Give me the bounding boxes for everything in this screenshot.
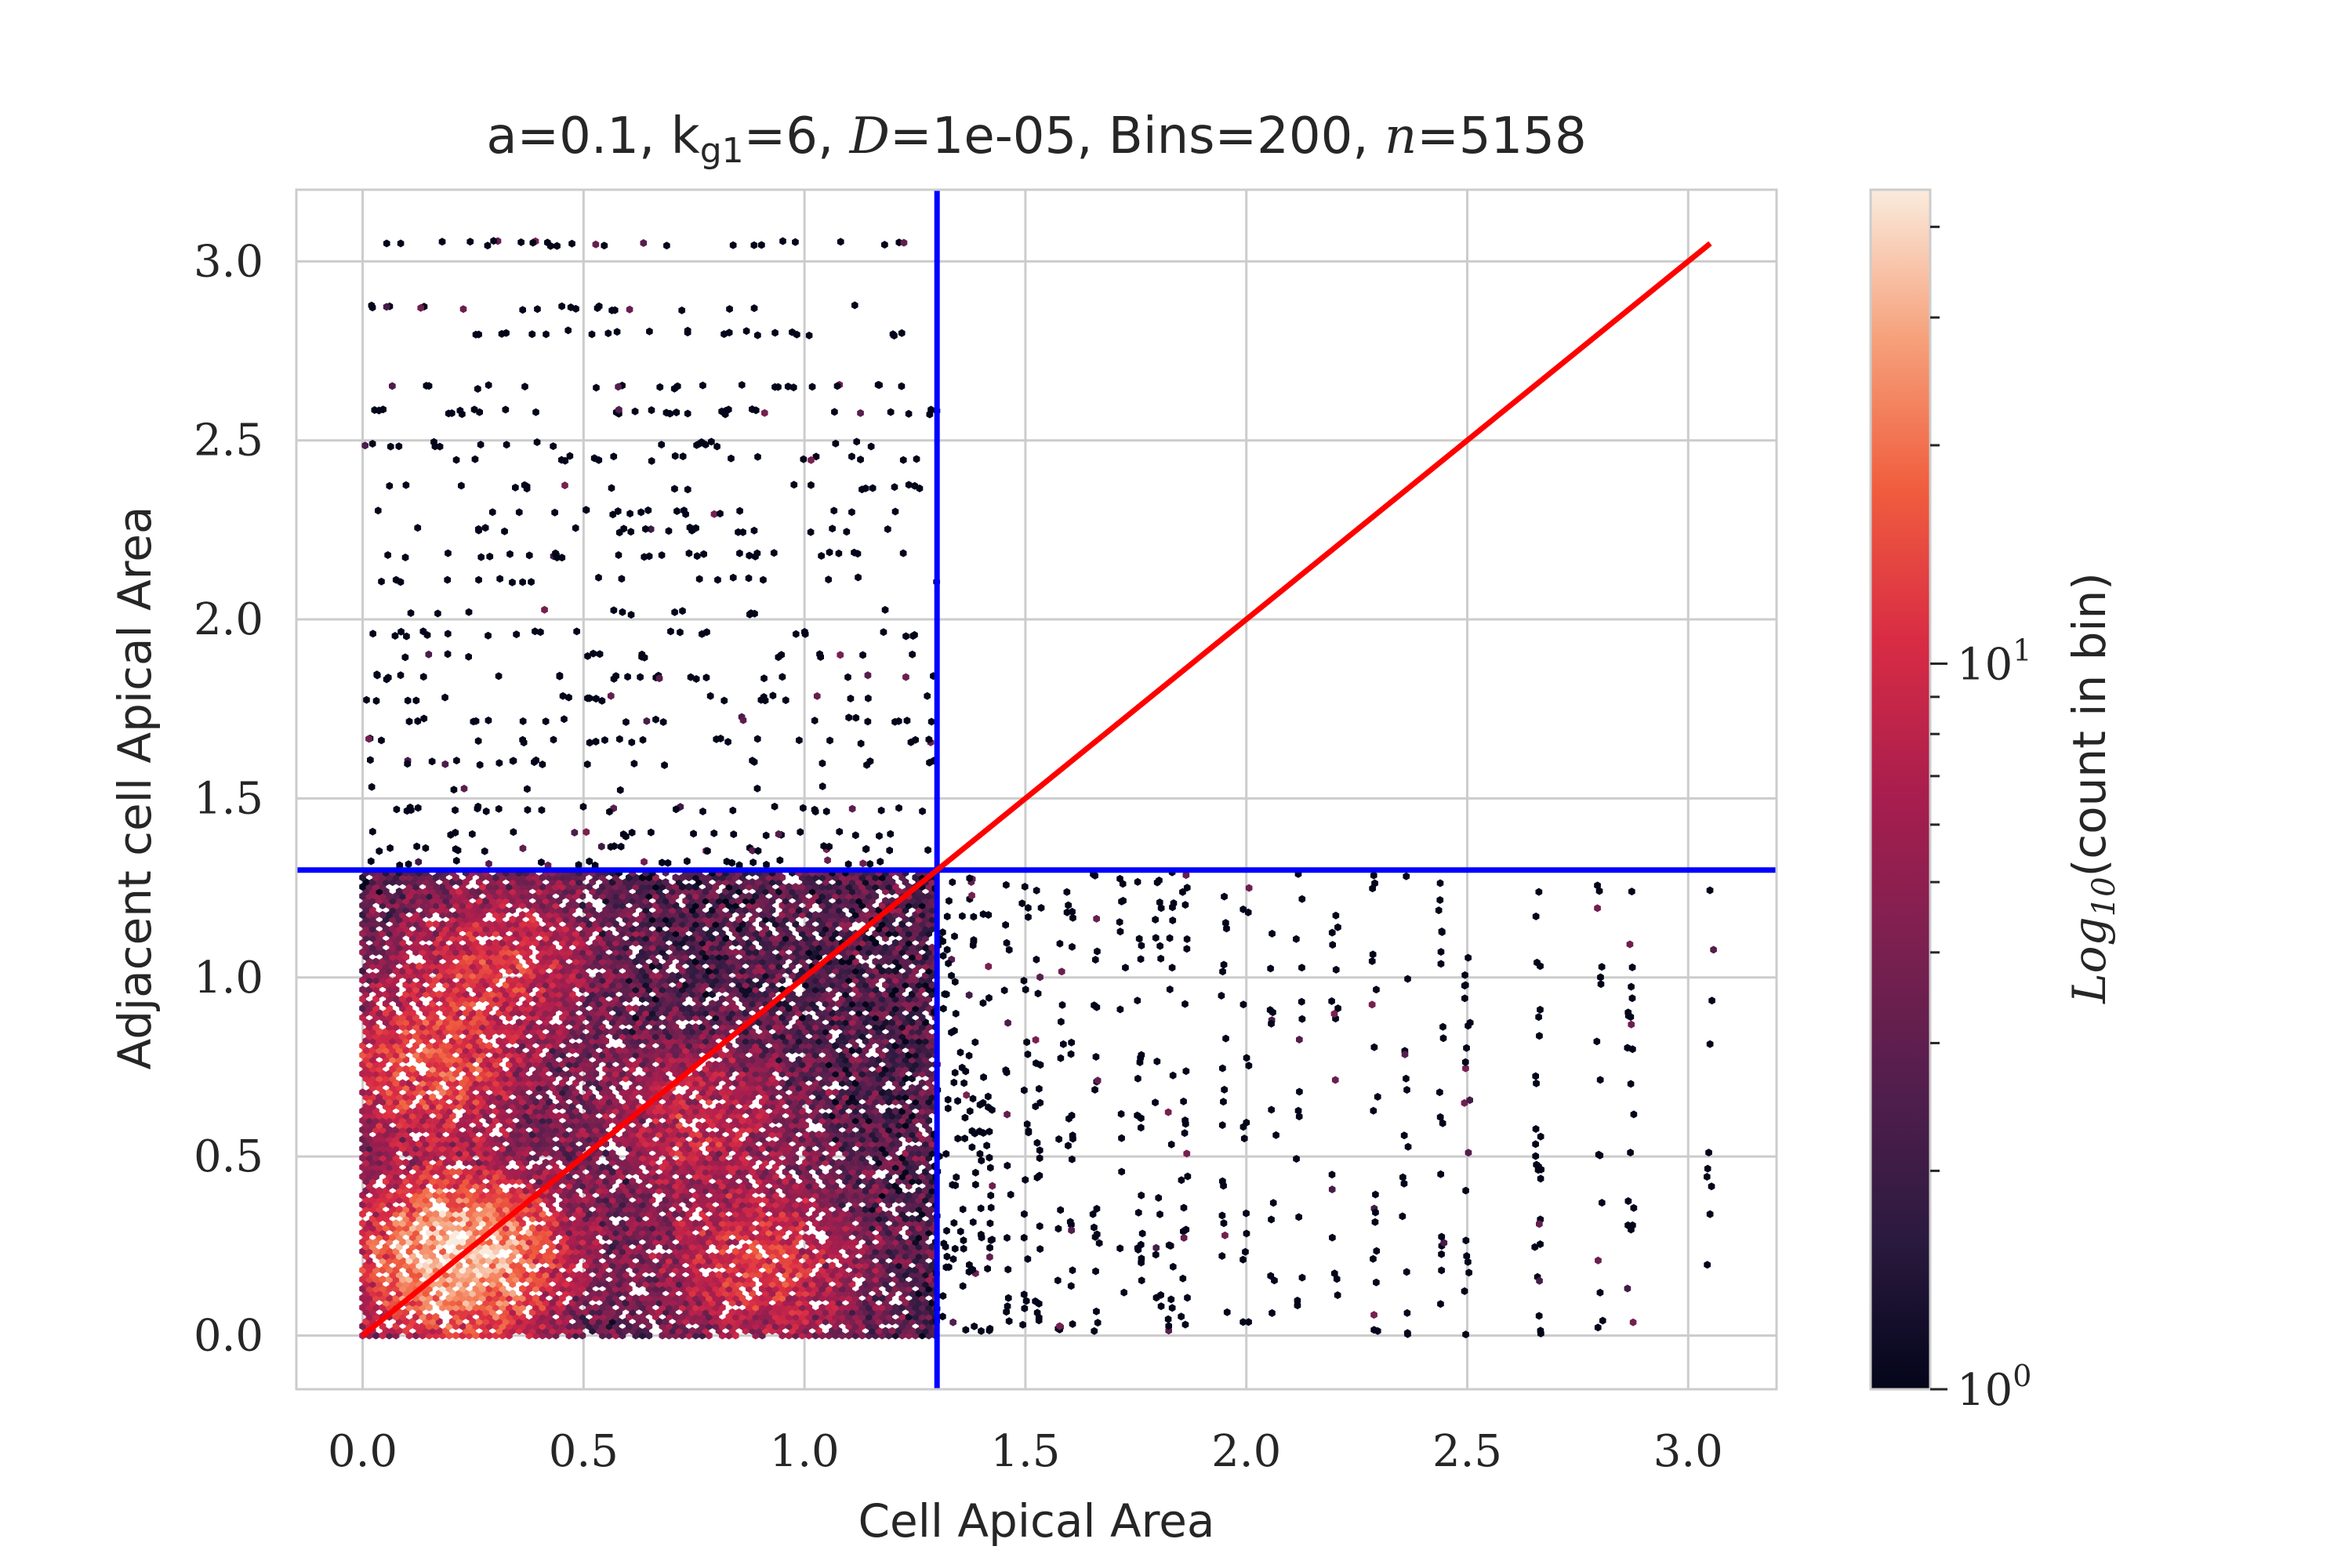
hexbin-cell (426, 1312, 433, 1321)
hexbin-cell (728, 1308, 736, 1316)
hexbin-cell (592, 1303, 600, 1312)
hexbin-cell (875, 1177, 883, 1185)
hexbin-cell (885, 1210, 893, 1218)
hexbin-cell (432, 1210, 440, 1218)
hexbin-cell (915, 1186, 923, 1195)
hexbin-cell (532, 1163, 539, 1171)
hexbin-cell (448, 1167, 456, 1176)
hexbin-cell (619, 1219, 626, 1228)
chart-title: a=0.1, kg1=6, D=1e-05, Bins=200, n=5158 (486, 107, 1586, 171)
hexbin-cell (912, 1145, 919, 1152)
hexbin-cell (608, 1149, 616, 1157)
hexbin-cell (882, 1327, 889, 1335)
hexbin-cell (905, 1145, 913, 1152)
hexbin-cell (599, 1163, 606, 1171)
hexbin-cell (432, 1312, 440, 1321)
hexbin-cell (639, 1294, 646, 1302)
gridlines (296, 190, 1777, 1389)
hexbin-cell (829, 1261, 836, 1270)
title-suffix: =5158 (1417, 107, 1587, 165)
hexbin-cell (715, 1271, 723, 1279)
hexbin-cell (602, 1243, 609, 1251)
hexbin-cell (509, 1167, 516, 1176)
title-prefix: a=0.1, k (486, 107, 699, 165)
hexbin-cell (755, 1196, 763, 1204)
hexbin-cell (692, 1219, 699, 1228)
hexbin-cell (379, 1275, 387, 1283)
hexbin-cell (539, 1266, 546, 1274)
hexbin-cell (509, 1186, 516, 1195)
hexbin-cell (632, 1294, 640, 1302)
hexbin-cell (808, 1233, 816, 1242)
hexbin-cell (732, 1247, 739, 1256)
hexbin-cell (456, 1167, 463, 1176)
hexbin-cell (515, 1186, 523, 1195)
hexbin-cell (888, 1327, 896, 1335)
hexbin-cells (359, 237, 1717, 1340)
hexbin-cell (519, 1284, 526, 1293)
hexbin-cell (709, 1271, 716, 1279)
hexbin-cell (909, 1214, 916, 1223)
hexbin-cell (818, 1303, 826, 1312)
hexbin-cell (905, 1191, 913, 1200)
hexbin-cell (445, 1191, 453, 1200)
hexbin-cell (662, 1252, 670, 1261)
hexbin-cell (379, 1322, 387, 1330)
hexbin-cell (532, 1294, 539, 1302)
hexbin-cell (528, 1224, 536, 1232)
hexbin-cell (802, 1233, 809, 1242)
title-subscript: g1 (700, 131, 744, 171)
hexbin-cell (648, 1252, 656, 1261)
title-d-variable: D (849, 107, 890, 165)
hexbin-cell (402, 1158, 410, 1167)
hexbin-cell (395, 1205, 403, 1214)
hexbin-cell (835, 1158, 843, 1167)
hexbin-cell (392, 1219, 400, 1228)
hexbin-cell (709, 1252, 716, 1261)
title-n-variable: n (1385, 107, 1417, 165)
hexbin-cell (798, 1247, 806, 1256)
title-mid1: =6, (744, 107, 850, 165)
hexbin-cell (439, 1210, 446, 1218)
hexbin-cell (629, 1177, 636, 1185)
hexbin-cell (376, 1186, 383, 1195)
hexbin-cell (895, 1205, 902, 1214)
hexbin-cell (575, 1271, 583, 1279)
hexbin-cell (509, 1289, 516, 1298)
hexbin-cell (535, 1224, 543, 1232)
hexbin-cell (742, 1243, 750, 1251)
hexbin-cell (645, 1275, 653, 1283)
hexbin-cell (891, 1303, 899, 1312)
hexbin-cell (359, 1219, 366, 1228)
hexbin-cell (688, 1327, 696, 1335)
hexbin-cell (602, 1149, 609, 1157)
hexbin-cell (499, 1257, 506, 1265)
hexbin-cell (459, 1238, 466, 1247)
hexbin-cell (595, 1289, 603, 1298)
title-mid2: =1e-05, Bins=200, (890, 107, 1385, 165)
hexbin-cell (528, 1271, 536, 1279)
hexbin-cell (655, 1252, 662, 1261)
hexbin-cell (542, 1158, 550, 1167)
hexbin-cell (462, 1167, 470, 1176)
hexbin-cell (735, 1308, 742, 1316)
hexbin-cell (452, 1331, 459, 1340)
